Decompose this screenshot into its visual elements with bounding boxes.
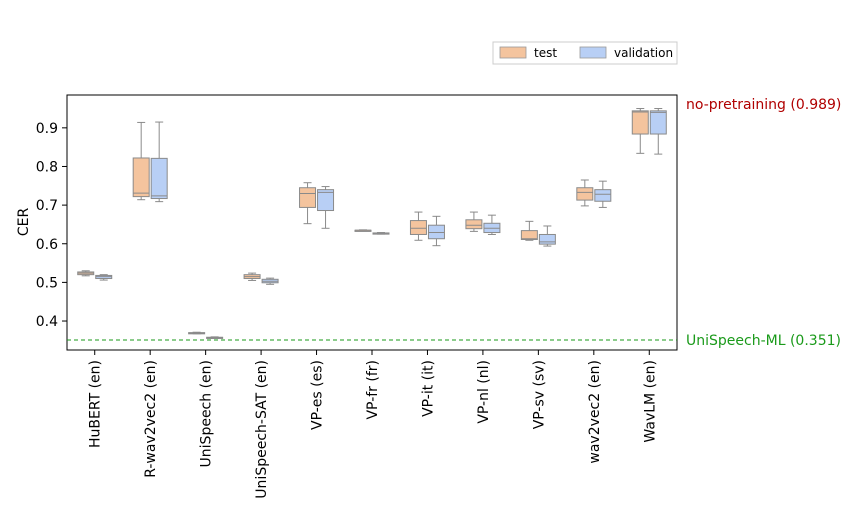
- y-tick-label: 0.4: [36, 314, 58, 330]
- iqr-box: [649, 110, 667, 135]
- iqr-box: [299, 187, 317, 208]
- box-test: [188, 331, 206, 335]
- legend-swatch-test: [499, 46, 527, 59]
- box-test: [465, 211, 483, 232]
- x-axis: HuBERT (en) R-wav2vec2 (en) UniSpeech (en)…: [88, 350, 658, 499]
- legend-label-validation: validation: [614, 46, 673, 60]
- box-validation: [261, 277, 279, 285]
- y-axis-label: CER: [16, 208, 32, 237]
- x-tick-label: wav2vec2 (en): [587, 360, 603, 464]
- legend-label-test: test: [534, 46, 557, 60]
- iqr-box: [427, 224, 445, 240]
- box-validation: [317, 186, 335, 229]
- x-tick-label: VP-es (es): [310, 360, 326, 430]
- iqr-box: [631, 110, 649, 135]
- x-tick-label: UniSpeech (en): [199, 360, 215, 467]
- x-tick-label: VP-fr (fr): [365, 360, 381, 420]
- box-test: [299, 182, 317, 225]
- iqr-box: [465, 219, 483, 230]
- y-tick-label: 0.6: [36, 237, 58, 253]
- x-tick-label: WavLM (en): [642, 360, 658, 443]
- box-test: [520, 220, 538, 241]
- y-axis: 0.4 0.5 0.6 0.7 0.8 0.9: [36, 121, 67, 330]
- reference-label: no-pretraining (0.989): [686, 97, 841, 113]
- x-tick-label: UniSpeech-SAT (en): [254, 360, 270, 499]
- x-tick-label: R-wav2vec2 (en): [143, 360, 159, 478]
- iqr-box: [576, 187, 594, 201]
- box-test: [576, 179, 594, 207]
- x-tick-label: VP-nl (nl): [476, 360, 492, 424]
- box-validation: [594, 180, 612, 208]
- x-tick-label: VP-sv (sv): [531, 360, 547, 429]
- box-test: [77, 270, 95, 277]
- legend: test validation: [492, 41, 678, 65]
- y-tick-label: 0.9: [36, 121, 58, 137]
- iqr-box: [538, 233, 556, 245]
- box-validation: [206, 336, 224, 339]
- box-validation: [538, 225, 556, 247]
- x-tick-label: HuBERT (en): [88, 360, 104, 448]
- y-tick-label: 0.5: [36, 275, 58, 291]
- x-tick-label: VP-it (it): [420, 360, 436, 417]
- box-validation: [427, 215, 445, 247]
- iqr-box: [317, 189, 335, 212]
- box-test: [132, 121, 150, 201]
- iqr-box: [594, 189, 612, 202]
- box-validation: [649, 108, 667, 155]
- iqr-box: [520, 230, 538, 240]
- iqr-box: [409, 220, 427, 235]
- reference-label: UniSpeech-ML (0.351): [686, 333, 841, 349]
- iqr-box: [132, 157, 150, 198]
- plot-area: [77, 108, 667, 339]
- legend-swatch-validation: [579, 46, 607, 59]
- box-validation: [483, 214, 501, 235]
- box-validation: [372, 232, 390, 235]
- box-test: [409, 211, 427, 241]
- y-tick-label: 0.8: [36, 159, 58, 175]
- box-test: [243, 272, 261, 281]
- box-test: [631, 108, 649, 154]
- reference-lines: no-pretraining (0.989) UniSpeech-ML (0.35…: [67, 97, 841, 349]
- box-validation: [95, 274, 113, 281]
- axes-frame: [66, 94, 678, 351]
- y-tick-label: 0.7: [36, 198, 58, 214]
- box-test: [354, 229, 372, 232]
- box-validation: [150, 121, 168, 203]
- iqr-box: [150, 157, 168, 200]
